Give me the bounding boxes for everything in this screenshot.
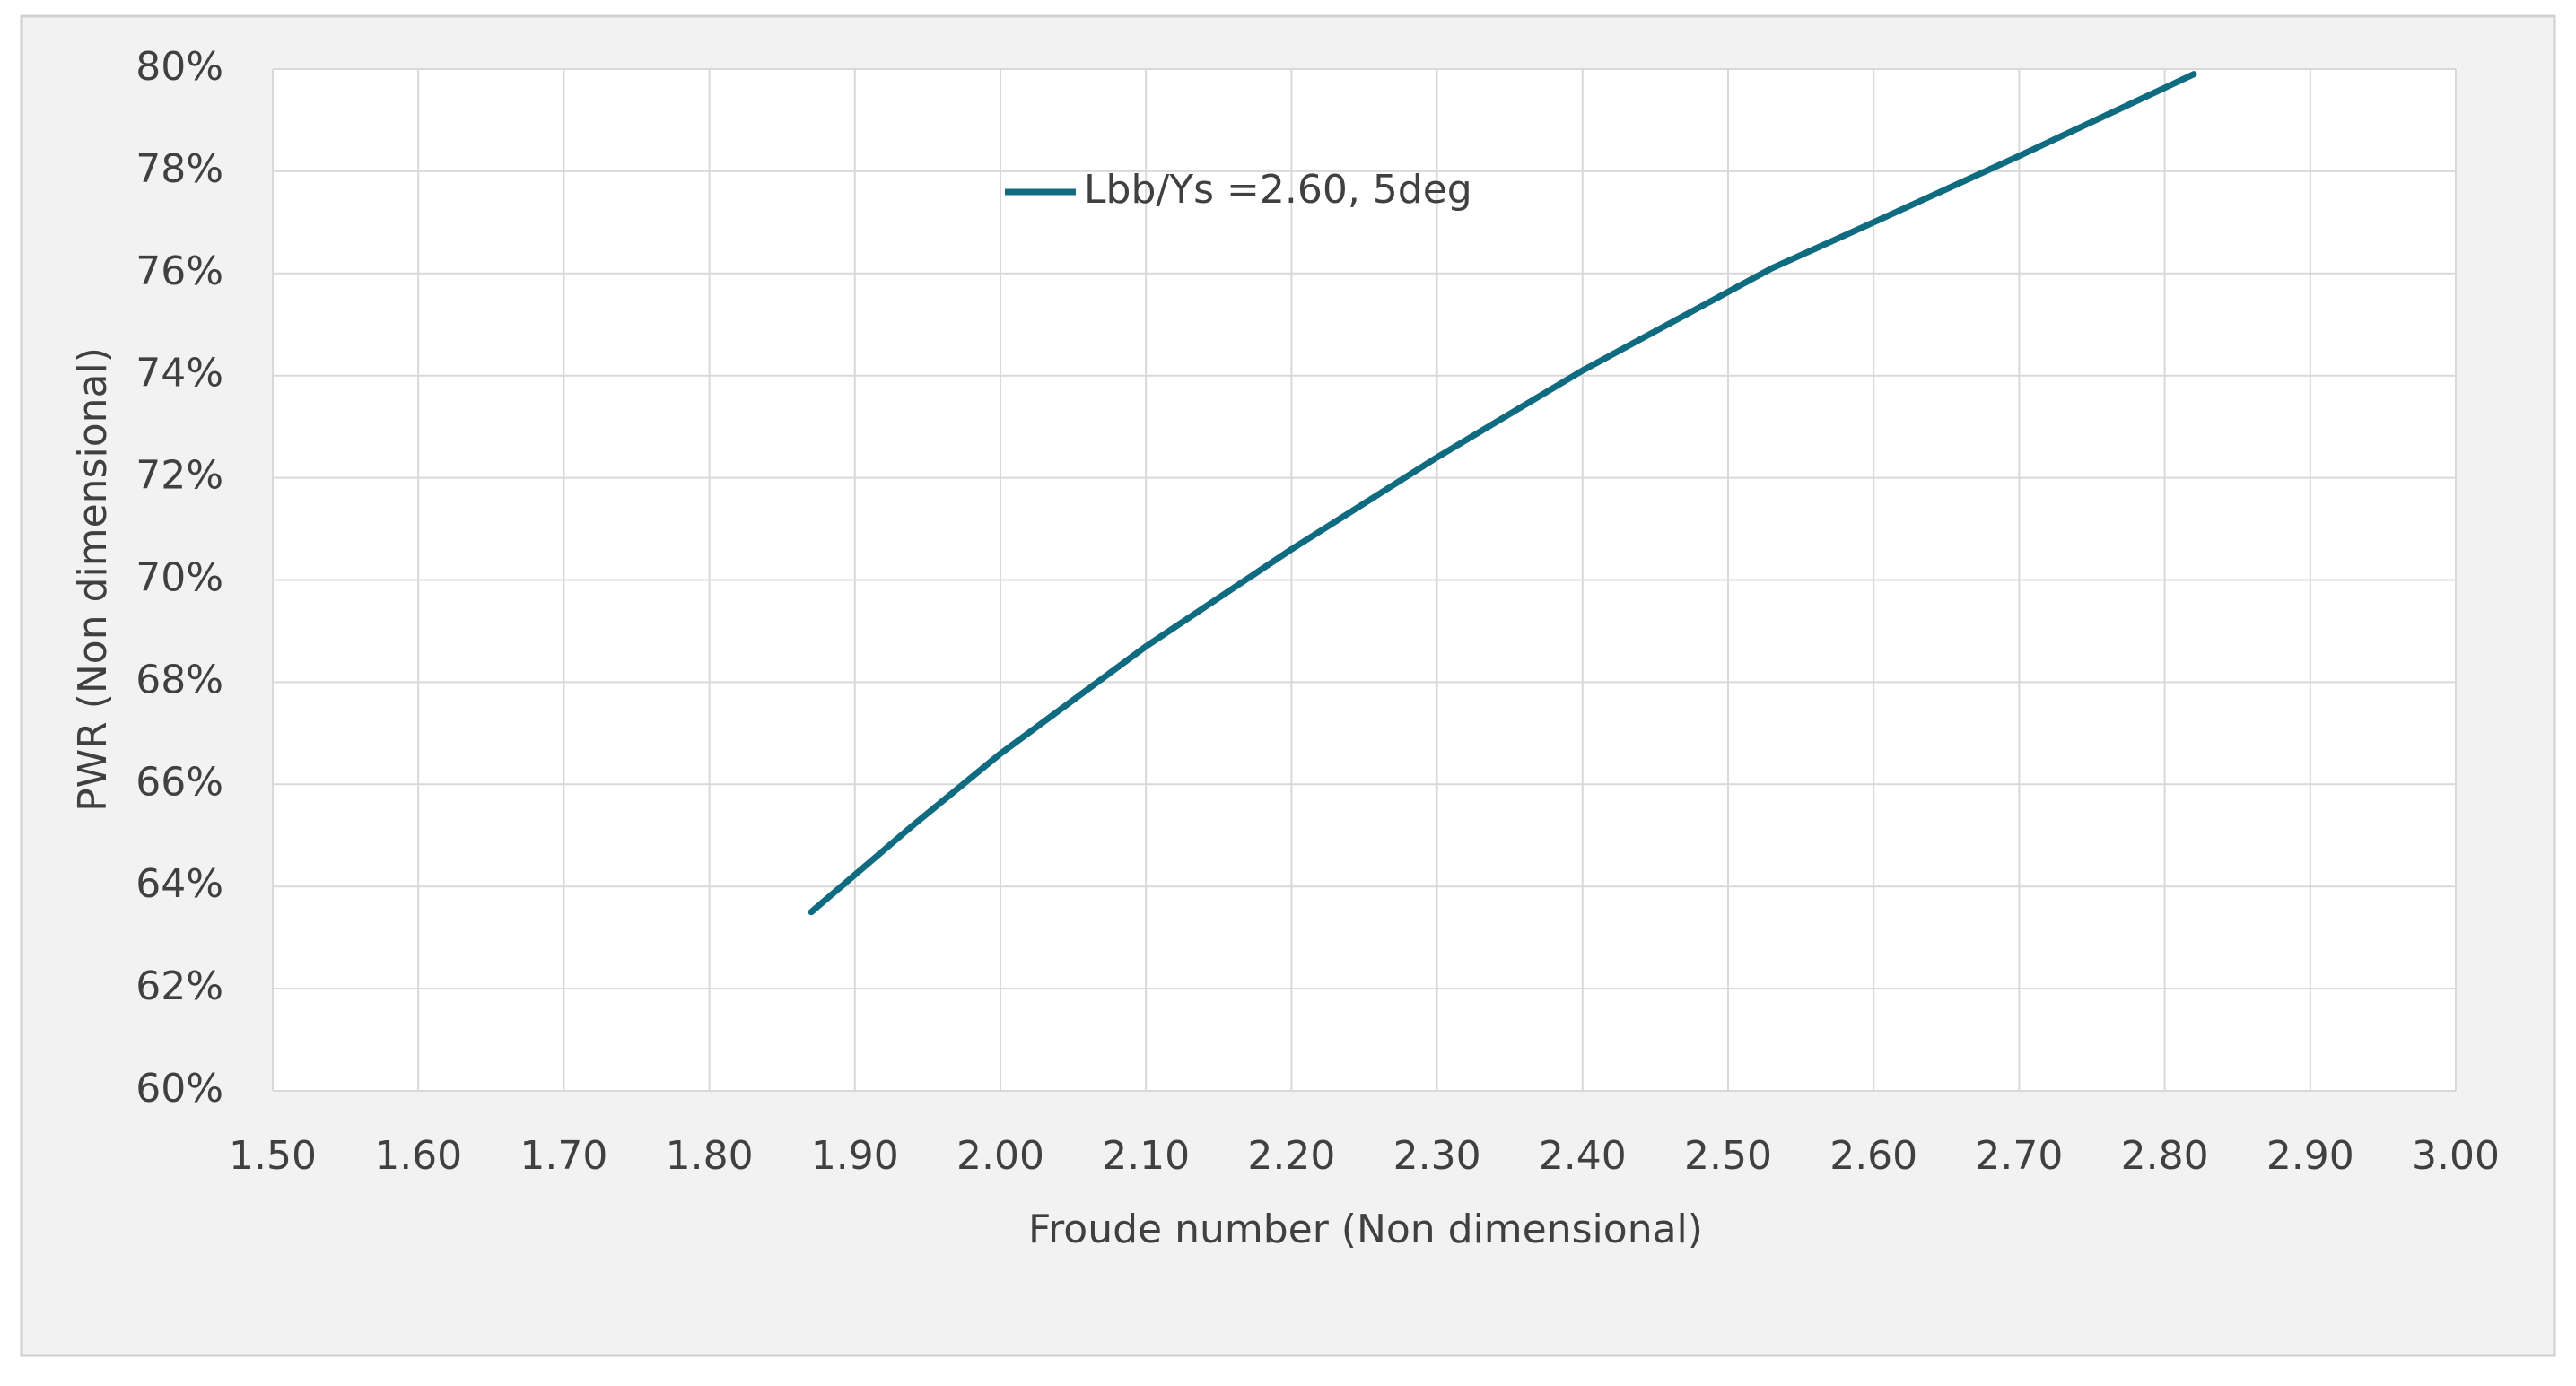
y-tick-label: 66% <box>135 759 223 805</box>
y-tick-label: 78% <box>135 146 223 192</box>
x-tick-label: 2.50 <box>1684 1133 1772 1179</box>
y-axis-title: PWR (Non dimensional) <box>70 347 116 812</box>
x-tick-label: 1.50 <box>229 1133 317 1179</box>
y-tick-label: 76% <box>135 248 223 294</box>
x-tick-label: 2.00 <box>956 1133 1044 1179</box>
x-tick-label: 2.80 <box>2121 1133 2209 1179</box>
x-tick-label: 2.60 <box>1829 1133 1917 1179</box>
x-tick-label: 1.90 <box>811 1133 899 1179</box>
x-tick-label: 1.60 <box>374 1133 462 1179</box>
x-tick-label: 2.10 <box>1102 1133 1190 1179</box>
y-tick-label: 70% <box>135 555 223 601</box>
x-tick-label: 2.40 <box>1539 1133 1627 1179</box>
y-tick-label: 72% <box>135 453 223 499</box>
y-tick-label: 68% <box>135 657 223 702</box>
y-tick-label: 62% <box>135 963 223 1009</box>
data-line <box>808 71 2197 916</box>
x-tick-label: 2.30 <box>1393 1133 1481 1179</box>
x-tick-label: 3.00 <box>2412 1133 2500 1179</box>
x-tick-label: 2.90 <box>2266 1133 2354 1179</box>
x-tick-label: 2.20 <box>1247 1133 1335 1179</box>
x-tick-label: 1.70 <box>520 1133 607 1179</box>
y-tick-label: 74% <box>135 351 223 397</box>
x-tick-label: 2.70 <box>1975 1133 2063 1179</box>
legend-label: Lbb/Ys =2.60, 5deg <box>1084 167 1472 213</box>
y-tick-label: 64% <box>135 861 223 907</box>
x-axis-title: Froude number (Non dimensional) <box>1028 1207 1703 1252</box>
y-tick-label: 80% <box>135 44 223 90</box>
y-tick-label: 60% <box>135 1066 223 1111</box>
x-tick-label: 1.80 <box>666 1133 754 1179</box>
